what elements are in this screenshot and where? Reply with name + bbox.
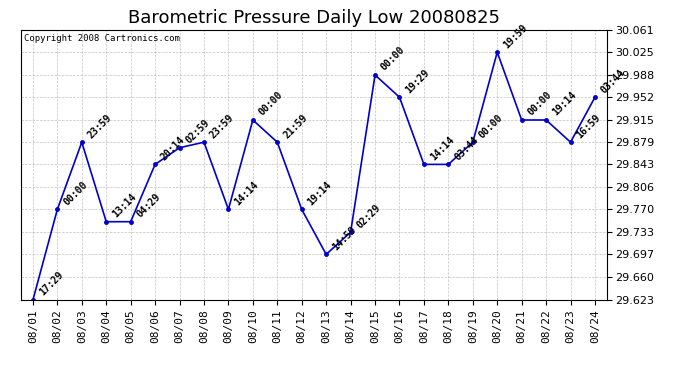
- Text: 14:14: 14:14: [233, 179, 260, 207]
- Text: 02:29: 02:29: [355, 202, 383, 230]
- Text: 17:29: 17:29: [37, 270, 65, 298]
- Text: 00:00: 00:00: [61, 179, 90, 207]
- Text: 13:14: 13:14: [110, 192, 138, 219]
- Text: 19:59: 19:59: [502, 22, 529, 50]
- Text: 23:59: 23:59: [86, 112, 114, 140]
- Text: 19:29: 19:29: [404, 67, 431, 95]
- Title: Barometric Pressure Daily Low 20080825: Barometric Pressure Daily Low 20080825: [128, 9, 500, 27]
- Text: 23:59: 23:59: [208, 112, 236, 140]
- Text: 02:59: 02:59: [184, 118, 212, 146]
- Text: 14:14: 14:14: [428, 134, 456, 162]
- Text: 00:00: 00:00: [380, 45, 407, 73]
- Text: 03:44: 03:44: [599, 67, 627, 95]
- Text: 19:14: 19:14: [550, 90, 578, 118]
- Text: 19:14: 19:14: [306, 179, 334, 207]
- Text: 14:59: 14:59: [331, 224, 358, 252]
- Text: 20:14: 20:14: [159, 134, 187, 162]
- Text: 00:00: 00:00: [257, 90, 285, 118]
- Text: 04:29: 04:29: [135, 192, 163, 219]
- Text: Copyright 2008 Cartronics.com: Copyright 2008 Cartronics.com: [23, 34, 179, 43]
- Text: 00:00: 00:00: [477, 112, 505, 140]
- Text: 00:00: 00:00: [526, 90, 553, 118]
- Text: 03:44: 03:44: [453, 134, 480, 162]
- Text: 16:59: 16:59: [575, 112, 602, 140]
- Text: 21:59: 21:59: [282, 112, 309, 140]
